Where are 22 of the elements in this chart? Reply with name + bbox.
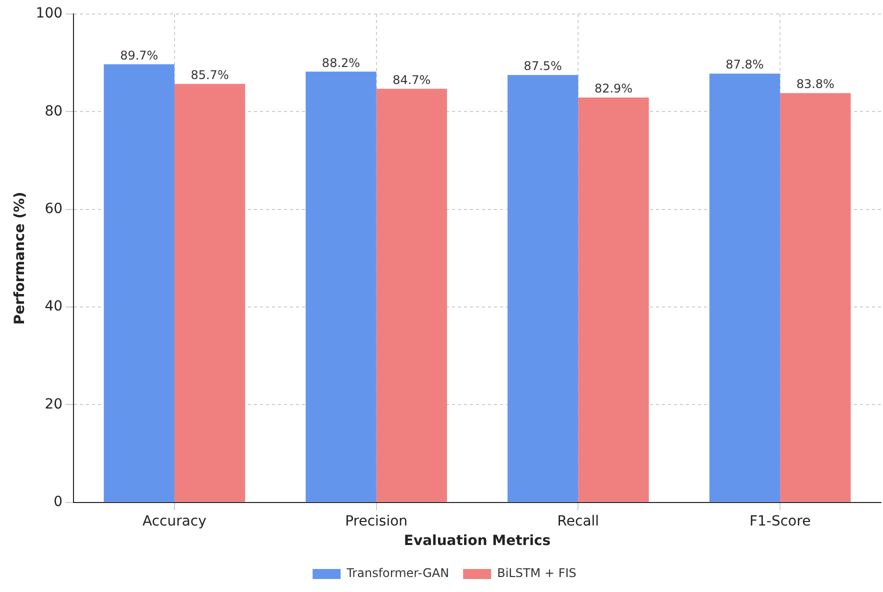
data-label: 82.9% xyxy=(594,82,633,96)
y-tick-label: 40 xyxy=(44,298,63,315)
x-tick-label: Recall xyxy=(557,513,600,530)
y-tick-label: 80 xyxy=(44,103,63,120)
data-label: 83.8% xyxy=(796,77,834,92)
x-tick-label: Precision xyxy=(345,513,408,530)
data-label: 85.7% xyxy=(190,68,229,82)
data-label: 88.2% xyxy=(322,56,360,70)
data-label: 89.7% xyxy=(120,48,158,62)
legend-label: BiLSTM + FIS xyxy=(497,566,576,580)
data-label: 87.5% xyxy=(524,59,562,74)
legend-label: Transformer-GAN xyxy=(346,566,450,580)
y-tick-label: 0 xyxy=(54,494,63,510)
x-axis-title: Evaluation Metrics xyxy=(404,533,551,550)
data-label: 84.7% xyxy=(392,72,431,87)
y-tick-label: 100 xyxy=(36,6,63,22)
x-tick-label: F1-Score xyxy=(749,513,811,530)
y-tick-label: 60 xyxy=(44,201,63,217)
y-axis-title: Performance (%) xyxy=(12,192,28,325)
x-tick-label: Accuracy xyxy=(142,513,206,530)
data-label: 87.8% xyxy=(726,58,764,72)
y-tick-label: 20 xyxy=(44,396,63,412)
